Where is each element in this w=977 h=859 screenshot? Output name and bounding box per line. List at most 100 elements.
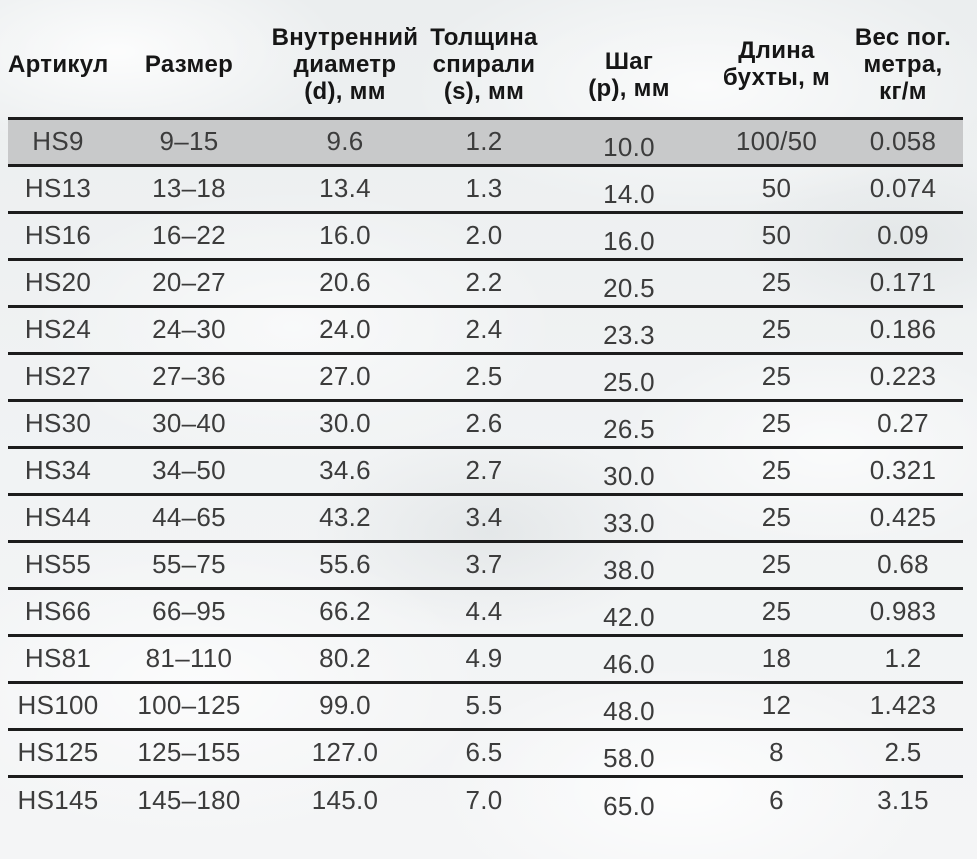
- cell-coil-length: 8: [710, 729, 843, 778]
- cell-article: HS55: [8, 541, 108, 590]
- cell-pitch: 10.0: [548, 118, 710, 167]
- cell-pitch: 20.5: [548, 259, 710, 308]
- cell-size: 125–155: [108, 729, 270, 778]
- cell-article: HS44: [8, 494, 108, 543]
- cell-pitch: 14.0: [548, 165, 710, 214]
- cell-spiral-thickness: 4.4: [420, 588, 548, 637]
- cell-spiral-thickness: 3.7: [420, 541, 548, 590]
- cell-weight: 0.321: [843, 447, 963, 496]
- cell-coil-length: 25: [710, 400, 843, 449]
- cell-spiral-thickness: 1.2: [420, 118, 548, 167]
- table-row: HS16 16–22 16.0 2.0 16.0 50 0.09: [8, 212, 963, 261]
- cell-article: HS125: [8, 729, 108, 778]
- cell-spiral-thickness: 2.7: [420, 447, 548, 496]
- table-row: HS81 81–110 80.2 4.9 46.0 18 1.2: [8, 635, 963, 684]
- cell-inner-diameter: 43.2: [270, 494, 420, 543]
- cell-weight: 0.09: [843, 212, 963, 261]
- cell-size: 9–15: [108, 118, 270, 167]
- cell-pitch: 42.0: [548, 588, 710, 637]
- cell-spiral-thickness: 6.5: [420, 729, 548, 778]
- cell-size: 13–18: [108, 165, 270, 214]
- cell-inner-diameter: 145.0: [311, 784, 379, 815]
- cell-coil-length: 6: [769, 784, 784, 815]
- header-weight: Вес пог. метра, кг/м: [843, 0, 963, 120]
- cell-weight: 2.5: [843, 729, 963, 778]
- cell-spiral-thickness: 2.4: [420, 306, 548, 355]
- table-row: HS24 24–30 24.0 2.4 23.3 25 0.186: [8, 306, 963, 355]
- cell-spiral-thickness: 3.4: [420, 494, 548, 543]
- cell-article: HS145: [17, 784, 99, 815]
- cell-article: HS66: [8, 588, 108, 637]
- cell-size: 100–125: [108, 682, 270, 731]
- cell-size: 145–180: [137, 784, 241, 815]
- header-row: Артикул Размер Внутренний диаметр (d), м…: [8, 0, 963, 120]
- cell-weight: 0.27: [843, 400, 963, 449]
- cell-article: HS16: [8, 212, 108, 261]
- cell-inner-diameter: 20.6: [270, 259, 420, 308]
- cell-pitch: 46.0: [548, 635, 710, 684]
- header-pitch: Шаг (p), мм: [548, 0, 710, 120]
- table-row: HS55 55–75 55.6 3.7 38.0 25 0.68: [8, 541, 963, 590]
- cell-pitch: 30.0: [548, 447, 710, 496]
- cell-spiral-thickness: 5.5: [420, 682, 548, 731]
- cell-weight: 0.186: [843, 306, 963, 355]
- cell-spiral-thickness: 2.0: [420, 212, 548, 261]
- cell-weight: 0.074: [843, 165, 963, 214]
- cell-pitch: 16.0: [548, 212, 710, 261]
- table-row: HS125 125–155 127.0 6.5 58.0 8 2.5: [8, 729, 963, 778]
- cell-weight: 0.983: [843, 588, 963, 637]
- cell-coil-length: 100/50: [710, 118, 843, 167]
- cell-coil-length: 25: [710, 541, 843, 590]
- cell-inner-diameter: 80.2: [270, 635, 420, 684]
- table-row: HS30 30–40 30.0 2.6 26.5 25 0.27: [8, 400, 963, 449]
- cell-weight: 0.171: [843, 259, 963, 308]
- cell-size: 24–30: [108, 306, 270, 355]
- table-row: HS20 20–27 20.6 2.2 20.5 25 0.171: [8, 259, 963, 308]
- cell-pitch: 26.5: [548, 400, 710, 449]
- cell-weight: 0.425: [843, 494, 963, 543]
- cell-coil-length: 25: [710, 306, 843, 355]
- cell-pitch: 25.0: [548, 353, 710, 402]
- cell-inner-diameter: 13.4: [270, 165, 420, 214]
- cell-inner-diameter: 16.0: [270, 212, 420, 261]
- table-body: HS9 9–15 9.6 1.2 10.0 100/50 0.058 HS13 …: [8, 118, 963, 823]
- cell-weight: 0.68: [843, 541, 963, 590]
- header-inner-diameter: Внутренний диаметр (d), мм: [270, 0, 420, 120]
- table-row: HS27 27–36 27.0 2.5 25.0 25 0.223: [8, 353, 963, 402]
- cell-spiral-thickness: 7.0: [465, 784, 503, 815]
- cell-coil-length: 18: [710, 635, 843, 684]
- cell-inner-diameter: 30.0: [270, 400, 420, 449]
- cell-article: HS24: [8, 306, 108, 355]
- table-row: HS100 100–125 99.0 5.5 48.0 12 1.423: [8, 682, 963, 731]
- cell-article: HS9: [8, 118, 108, 167]
- cell-size: 34–50: [108, 447, 270, 496]
- cell-article: HS27: [8, 353, 108, 402]
- cell-pitch: 33.0: [548, 494, 710, 543]
- cell-inner-diameter: 34.6: [270, 447, 420, 496]
- cell-coil-length: 12: [710, 682, 843, 731]
- cell-coil-length: 25: [710, 494, 843, 543]
- table-row: HS9 9–15 9.6 1.2 10.0 100/50 0.058: [8, 118, 963, 167]
- cell-size: 30–40: [108, 400, 270, 449]
- header-size: Размер: [108, 0, 270, 120]
- cell-inner-diameter: 55.6: [270, 541, 420, 590]
- cell-spiral-thickness: 1.3: [420, 165, 548, 214]
- cell-weight: 1.2: [843, 635, 963, 684]
- table-row: HS13 13–18 13.4 1.3 14.0 50 0.074: [8, 165, 963, 214]
- cell-article: HS81: [8, 635, 108, 684]
- cell-coil-length: 25: [710, 353, 843, 402]
- cell-article: HS30: [8, 400, 108, 449]
- cell-size: 27–36: [108, 353, 270, 402]
- header-article: Артикул: [8, 0, 108, 120]
- cell-inner-diameter: 9.6: [270, 118, 420, 167]
- cell-coil-length: 25: [710, 259, 843, 308]
- cell-coil-length: 25: [710, 447, 843, 496]
- cell-size: 20–27: [108, 259, 270, 308]
- cell-pitch: 38.0: [548, 541, 710, 590]
- cell-weight: 1.423: [843, 682, 963, 731]
- cell-weight: 0.223: [843, 353, 963, 402]
- cell-pitch: 48.0: [548, 682, 710, 731]
- cell-coil-length: 25: [710, 588, 843, 637]
- hose-spec-table: Артикул Размер Внутренний диаметр (d), м…: [8, 0, 963, 823]
- cell-inner-diameter: 99.0: [270, 682, 420, 731]
